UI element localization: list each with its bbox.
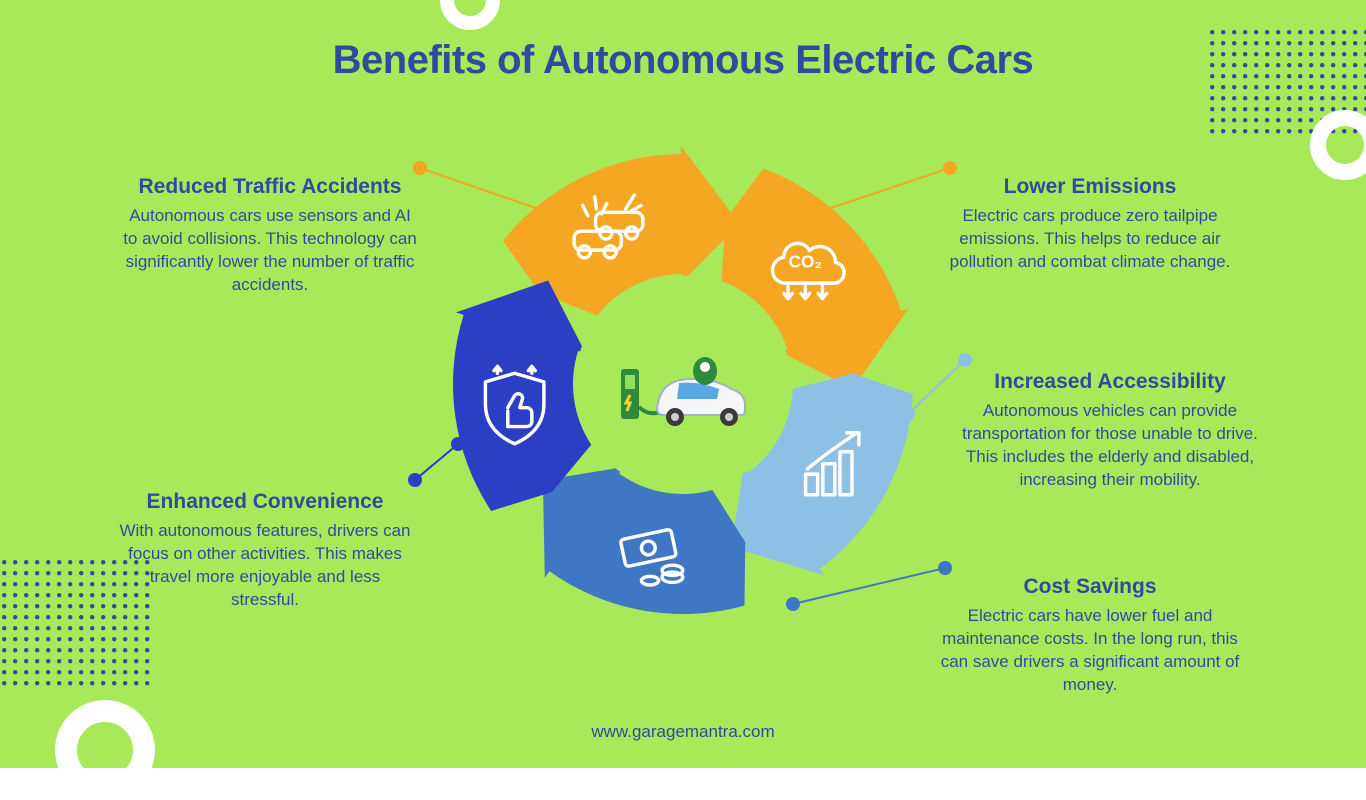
benefit-body: Electric cars have lower fuel and mainte…	[940, 605, 1240, 697]
connector-dot	[958, 353, 972, 367]
benefit-lower-emissions: Lower Emissions Electric cars produce ze…	[940, 175, 1240, 274]
circular-arrow-diagram: CO₂	[433, 134, 933, 634]
connector-dot	[938, 561, 952, 575]
benefit-body: Autonomous vehicles can provide transpor…	[960, 400, 1260, 492]
benefit-heading: Increased Accessibility	[960, 370, 1260, 394]
infographic-canvas: Benefits of Autonomous Electric Cars CO₂	[0, 0, 1366, 768]
ring-decoration	[1310, 110, 1366, 180]
benefit-cost-savings: Cost Savings Electric cars have lower fu…	[940, 575, 1240, 697]
benefit-body: Autonomous cars use sensors and AI to av…	[120, 205, 420, 297]
benefit-reduced-accidents: Reduced Traffic Accidents Autonomous car…	[120, 175, 420, 297]
footer-url: www.garagemantra.com	[0, 722, 1366, 742]
benefit-accessibility: Increased Accessibility Autonomous vehic…	[960, 370, 1260, 492]
ring-decoration	[440, 0, 500, 30]
connector-dot	[408, 473, 422, 487]
page-title: Benefits of Autonomous Electric Cars	[0, 38, 1366, 83]
benefit-heading: Lower Emissions	[940, 175, 1240, 199]
benefit-heading: Cost Savings	[940, 575, 1240, 599]
benefit-convenience: Enhanced Convenience With autonomous fea…	[115, 490, 415, 612]
connector-dot	[413, 161, 427, 175]
connector-dot	[943, 161, 957, 175]
benefit-heading: Reduced Traffic Accidents	[120, 175, 420, 199]
benefit-heading: Enhanced Convenience	[115, 490, 415, 514]
svg-text:CO₂: CO₂	[789, 252, 822, 272]
ring-decoration	[55, 700, 155, 800]
benefit-body: Electric cars produce zero tailpipe emis…	[940, 205, 1240, 274]
benefit-body: With autonomous features, drivers can fo…	[115, 520, 415, 612]
